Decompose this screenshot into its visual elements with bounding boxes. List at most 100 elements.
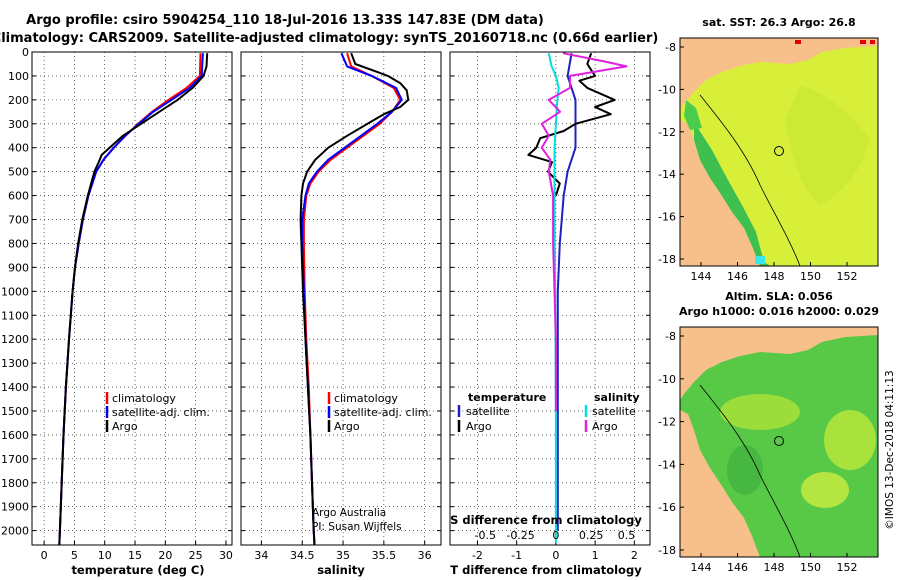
- difference-grid: [450, 51, 650, 545]
- map-y-tick-label: -12: [658, 416, 676, 429]
- map-y-tick-label: -18: [658, 544, 676, 557]
- map-y-tick-label: -16: [658, 211, 676, 224]
- sst-map-axes: -8 -10 -12 -14 -16 -18 144 146 148 150 152: [658, 41, 857, 283]
- salinity-xlabel: salinity: [317, 563, 365, 577]
- difference-legend-salinity: salinity satellite Argo: [584, 391, 640, 433]
- x-tick-label: -1: [511, 549, 522, 562]
- map-x-tick-label: 144: [691, 270, 712, 283]
- land-australia: [680, 410, 760, 557]
- sla-high-region: [824, 410, 876, 470]
- x-tick-label: 34: [254, 549, 268, 562]
- map-y-tick-label: -10: [658, 83, 676, 96]
- land-new-guinea: [680, 38, 878, 110]
- y-tick-label: 500: [8, 166, 29, 179]
- map-y-tick-label: -14: [658, 168, 676, 181]
- y-tick-label: 800: [8, 237, 29, 250]
- x-tick-label: 35: [336, 549, 350, 562]
- x2-tick-label: 0.25: [579, 529, 604, 542]
- map-y-tick-label: -12: [658, 126, 676, 139]
- sla-high-region: [720, 394, 800, 430]
- series-line-argo: [299, 52, 410, 545]
- series-line-climatology: [302, 52, 402, 545]
- series-line-s-argo: [540, 52, 628, 411]
- footer-timestamp: ©IMOS 13-Dec-2018 04:11:13: [884, 370, 896, 529]
- series-line-t-argo: [527, 52, 616, 196]
- difference-xlabel-salinity: S difference from climatology: [450, 513, 642, 527]
- difference-frame: [449, 51, 651, 546]
- map-x-tick-label: 150: [800, 561, 821, 574]
- land-new-guinea: [680, 327, 878, 400]
- sst-map-title: sat. SST: 26.3 Argo: 26.8: [702, 16, 855, 29]
- map-y-tick-label: -14: [658, 458, 676, 471]
- map-x-tick-label: 148: [764, 561, 785, 574]
- series-line-t-satellite: [556, 53, 577, 531]
- y-tick-label: 2000: [1, 525, 29, 538]
- sst-warm-patch: [785, 86, 870, 205]
- legend-label-argo: Argo: [112, 420, 138, 433]
- difference-panel: -2 -1 0 1 2 S difference from climatology T …: [449, 51, 651, 577]
- sla-high-region: [801, 472, 849, 508]
- y-tick-label: 100: [8, 70, 29, 83]
- y-tick-label: 1600: [1, 429, 29, 442]
- sst-map: sat. SST: 26.3 Argo: 26.8 -8 -10 -12 -14 -16…: [658, 16, 879, 283]
- difference-legend-temperature: temperature satellite Argo: [457, 391, 546, 433]
- difference-series: [527, 52, 628, 543]
- difference-axes: -2 -1 0 1 2: [450, 51, 650, 562]
- shelf-warm-band: [694, 122, 770, 266]
- y-tick-label: 1800: [1, 477, 29, 490]
- x-tick-label: 10: [98, 549, 112, 562]
- map-x-tick-label: 152: [837, 561, 858, 574]
- x2-tick-label: 0.5: [618, 529, 636, 542]
- salinity-frame: [240, 51, 442, 546]
- series-line-satellite-adj-clim-: [58, 53, 204, 545]
- legend-label-t-argo: Argo: [466, 420, 492, 433]
- x-tick-label: 2: [631, 549, 638, 562]
- map-x-tick-label: 146: [727, 561, 748, 574]
- y-tick-label: 700: [8, 214, 29, 227]
- y-tick-label: 1000: [1, 285, 29, 298]
- y-tick-label: 600: [8, 190, 29, 203]
- x-tick-label: 15: [128, 549, 142, 562]
- sst-map-frame: [679, 37, 879, 267]
- salinity-legend: climatology satellite-adj. clim. Argo: [327, 392, 432, 433]
- sst-bathymetry-line: [699, 94, 801, 266]
- y-tick-label: 900: [8, 261, 29, 274]
- legend-title-temperature: temperature: [468, 391, 546, 404]
- temperature-panel: 0100200300400500600700800900100011001200…: [1, 46, 233, 577]
- sst-map-image: [680, 38, 878, 266]
- x-tick-label: 30: [219, 549, 233, 562]
- sst-cool-patch: [755, 256, 765, 264]
- salinity-axes: 34 34.5 35 35.5 36: [241, 51, 441, 562]
- y-tick-label: 1700: [1, 453, 29, 466]
- map-x-tick-label: 150: [800, 270, 821, 283]
- sla-map-image: [680, 327, 878, 557]
- annotation-pi: PI: Susan Wijffels: [312, 521, 402, 533]
- x-tick-label: 0: [552, 549, 559, 562]
- temperature-xlabel: temperature (deg C): [71, 563, 204, 577]
- argo-location-marker: [774, 436, 784, 446]
- sla-low-region: [727, 445, 763, 495]
- difference-salinity-ticks: -0.5 -0.25 0 0.25 0.5: [475, 529, 636, 542]
- x-tick-label: 36: [418, 549, 432, 562]
- title-line-1: Argo profile: csiro 5904254_110 18-Jul-2…: [26, 13, 544, 28]
- sla-map-frame: [679, 326, 879, 558]
- sla-map: Altim. SLA: 0.056 Argo h1000: 0.016 h200…: [658, 290, 879, 574]
- legend-label-satellite: satellite-adj. clim.: [334, 406, 432, 419]
- legend-label-climatology: climatology: [334, 392, 398, 405]
- x-tick-label: 1: [592, 549, 599, 562]
- x2-tick-label: -0.25: [506, 529, 534, 542]
- y-tick-label: 1300: [1, 357, 29, 370]
- x-tick-label: -2: [472, 549, 483, 562]
- x2-tick-label: -0.5: [475, 529, 496, 542]
- legend-label-argo: Argo: [334, 420, 360, 433]
- shelf-patch: [684, 100, 702, 130]
- salinity-grid: [241, 51, 441, 545]
- y-tick-label: 200: [8, 94, 29, 107]
- temperature-legend: climatology satellite-adj. clim. Argo: [105, 392, 210, 433]
- annotation-argo-australia: Argo Australia: [312, 507, 386, 519]
- x-tick-label: 0: [41, 549, 48, 562]
- map-y-tick-label: -16: [658, 501, 676, 514]
- legend-label-t-satellite: satellite: [466, 405, 510, 418]
- series-line-climatology: [58, 53, 202, 545]
